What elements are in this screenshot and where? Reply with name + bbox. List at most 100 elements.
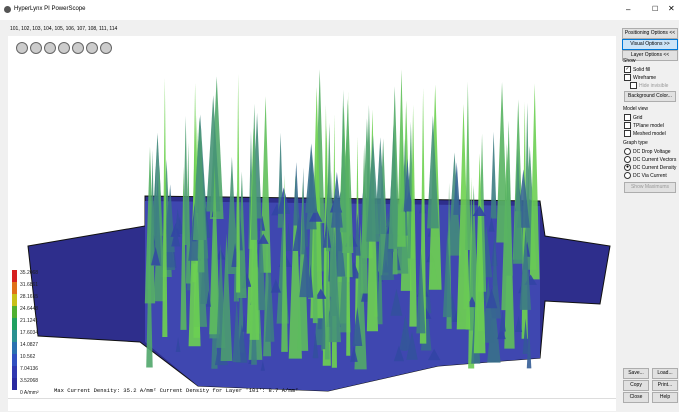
checkbox[interactable] (624, 114, 631, 121)
option-label: Solid fill (633, 66, 651, 73)
action-button[interactable]: Print... (652, 380, 678, 391)
density-spike (265, 257, 275, 342)
option-row[interactable]: DC Current Vectors (624, 156, 676, 163)
option-label: DC Via Current (633, 172, 667, 179)
option-label: DC Current Density (633, 164, 677, 171)
option-row[interactable]: DC Via Current (624, 172, 667, 179)
density-spike (485, 288, 498, 309)
density-spike (180, 166, 187, 330)
density-spike (260, 360, 265, 371)
action-button[interactable]: Load... (652, 368, 678, 379)
toolbar-button[interactable] (86, 42, 98, 54)
legend-color (12, 378, 17, 390)
density-spike (522, 318, 529, 354)
density-spike (409, 104, 417, 327)
legend-label: 35.2068 (20, 270, 38, 276)
close-window-button[interactable]: ✕ (668, 4, 675, 13)
option-row[interactable]: Meshed model (624, 130, 666, 137)
option-row[interactable]: Wireframe (624, 74, 656, 81)
action-button[interactable]: Close (623, 392, 649, 403)
density-spike (312, 332, 319, 359)
density-spike (324, 209, 330, 360)
checkbox[interactable] (624, 130, 631, 137)
option-row[interactable]: TPlane model (624, 122, 664, 129)
density-spike (281, 174, 288, 352)
option-label: Meshed model (633, 130, 666, 137)
density-spike (401, 317, 408, 351)
toolbar-button[interactable] (16, 42, 28, 54)
radio[interactable]: ● (624, 164, 631, 171)
section-heading: Show (623, 58, 636, 64)
checkbox[interactable] (624, 74, 631, 81)
legend-label: 28.1655 (20, 294, 38, 300)
density-spike (442, 229, 453, 318)
density-spike (360, 144, 368, 294)
checkbox[interactable] (624, 122, 631, 129)
checkbox[interactable]: ✓ (624, 66, 631, 73)
option-row[interactable]: ✓ Solid fill (624, 66, 650, 73)
density-spike (482, 277, 495, 343)
legend-color (12, 306, 17, 318)
density-spike (299, 243, 312, 298)
density-spike (497, 325, 506, 340)
radio[interactable] (624, 148, 631, 155)
background-color-button[interactable]: Background Color... (624, 91, 676, 102)
toolbar-button[interactable] (30, 42, 42, 54)
density-spike (297, 182, 309, 351)
density-spike (529, 83, 540, 280)
minimize-button[interactable]: – (626, 5, 631, 14)
maximize-button[interactable]: ☐ (652, 6, 659, 13)
tab-button[interactable]: Layer Options << (622, 50, 678, 61)
option-row[interactable]: DC Drop Voltage (624, 148, 671, 155)
density-spike (496, 82, 508, 243)
density-spike (350, 346, 358, 362)
density-spike (514, 316, 523, 332)
density-spike (352, 307, 363, 346)
density-spike (192, 116, 207, 240)
density-spike (377, 210, 383, 325)
legend-color (12, 270, 17, 282)
density-spike (381, 211, 395, 281)
legend-color (12, 318, 17, 330)
density-spike (250, 103, 258, 240)
density-spike (513, 147, 523, 264)
toolbar-button[interactable] (58, 42, 70, 54)
tab-button[interactable]: Positioning Options << (622, 28, 678, 39)
radio[interactable] (624, 156, 631, 163)
density-spike (397, 69, 406, 247)
toolbar-button[interactable] (44, 42, 56, 54)
density-spike (465, 81, 471, 250)
density-spike (327, 226, 342, 343)
action-button[interactable]: Help (652, 392, 678, 403)
density-spike (151, 246, 161, 266)
option-label: DC Drop Voltage (633, 148, 671, 155)
density-spike (301, 167, 306, 255)
status-text: Max Current Density: 35.2 A/mm² Current … (54, 387, 299, 394)
density-spike (488, 217, 495, 232)
action-button[interactable]: Copy (623, 380, 649, 391)
option-row[interactable]: Grid (624, 114, 642, 121)
density-spike (285, 222, 292, 252)
density-spike (340, 89, 347, 233)
density-spike (487, 293, 501, 363)
toolbar-button[interactable] (72, 42, 84, 54)
legend-label: 10.562 (20, 354, 36, 360)
density-spike (314, 288, 327, 299)
action-button[interactable]: Save... (623, 368, 649, 379)
density-spike (175, 208, 180, 229)
density-spike (220, 233, 233, 361)
density-spike (310, 86, 324, 319)
density-spike (312, 156, 318, 324)
toolbar-button[interactable] (100, 42, 112, 54)
tab-button[interactable]: Visual Options >> (622, 39, 678, 50)
density-spike (277, 187, 291, 214)
app-icon (4, 6, 11, 13)
options-panel: Positioning Options << Visual Options >> L… (620, 28, 679, 412)
radio[interactable] (624, 172, 631, 179)
density-spike (249, 147, 260, 340)
density-spike (150, 149, 155, 266)
option-label: Hide invisible (639, 82, 669, 89)
option-row[interactable]: ● DC Current Density (624, 164, 676, 171)
legend-label: 14.0827 (20, 342, 38, 348)
